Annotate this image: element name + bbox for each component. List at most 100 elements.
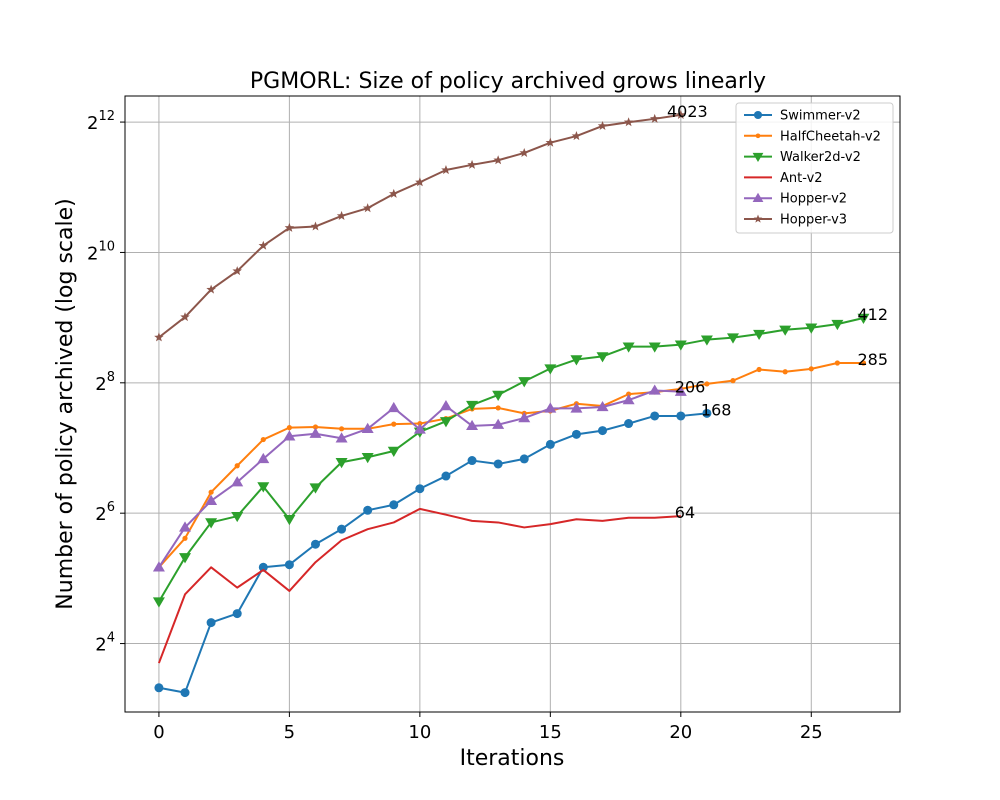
data-point xyxy=(493,155,503,165)
data-point xyxy=(234,463,240,469)
data-point xyxy=(152,597,165,608)
y-tick-exponent: 4 xyxy=(107,631,115,646)
data-point xyxy=(389,500,399,510)
y-tick-base: 2 xyxy=(95,374,106,395)
end-label-walker2d-v2: 412 xyxy=(857,305,888,324)
data-point xyxy=(363,505,373,515)
data-point xyxy=(182,535,188,541)
y-tick-label: 26 xyxy=(95,500,115,525)
legend-item-walker2d-v2: Walker2d-v2 xyxy=(744,150,861,165)
data-point xyxy=(283,515,296,526)
data-point xyxy=(519,147,529,157)
data-point xyxy=(676,411,686,421)
y-tick-base: 2 xyxy=(87,113,98,134)
data-point xyxy=(180,312,190,322)
data-point xyxy=(180,688,190,698)
data-point xyxy=(466,419,479,431)
legend-label: Hopper-v2 xyxy=(780,192,847,207)
data-point xyxy=(544,402,557,413)
data-point xyxy=(674,385,687,396)
data-point xyxy=(231,476,244,487)
data-point xyxy=(519,454,529,464)
legend-marker xyxy=(755,133,761,139)
data-point xyxy=(179,553,192,564)
legend-label: Ant-v2 xyxy=(780,171,823,186)
data-point xyxy=(310,539,320,549)
data-point xyxy=(338,426,345,432)
legend-item-hopper-v2: Hopper-v2 xyxy=(744,192,847,207)
data-point xyxy=(857,313,870,324)
y-tick-label: 24 xyxy=(95,631,115,656)
y-tick-label: 28 xyxy=(95,370,115,395)
data-point xyxy=(284,222,295,232)
series-line-halfcheetah-v2 xyxy=(158,362,864,568)
data-point xyxy=(387,446,400,457)
series-lines xyxy=(152,109,870,698)
data-point xyxy=(700,335,713,346)
data-point xyxy=(782,369,788,375)
end-label-hopper-v2: 206 xyxy=(675,377,706,396)
data-point xyxy=(154,332,164,342)
data-point xyxy=(260,436,266,443)
y-axis-label: Number of policy archived (log scale) xyxy=(53,198,78,609)
data-point xyxy=(258,240,269,250)
data-point xyxy=(495,405,501,411)
legend-item-halfcheetah-v2: HalfCheetah-v2 xyxy=(744,129,881,144)
data-point xyxy=(439,417,452,428)
data-point xyxy=(466,400,479,412)
data-point xyxy=(413,423,426,434)
plot-frame xyxy=(124,95,901,713)
data-point xyxy=(231,511,244,523)
legend-marker xyxy=(752,152,764,162)
legend-label: HalfCheetah-v2 xyxy=(780,129,881,144)
data-point xyxy=(492,390,505,401)
data-point xyxy=(545,439,555,449)
y-tick-base: 2 xyxy=(87,243,98,264)
data-point xyxy=(570,355,583,366)
data-point xyxy=(154,683,164,693)
data-point xyxy=(258,562,268,572)
data-point xyxy=(648,384,661,395)
data-point xyxy=(208,489,214,495)
data-point xyxy=(257,452,270,464)
data-point xyxy=(283,430,296,441)
series-line-walker2d-v2 xyxy=(158,317,864,603)
series-line-swimmer-v2 xyxy=(158,412,707,694)
y-tick-label: 212 xyxy=(87,109,115,134)
data-point xyxy=(805,323,818,334)
data-point xyxy=(622,394,635,405)
data-point xyxy=(232,609,242,619)
legend-box xyxy=(735,102,894,234)
data-point xyxy=(834,360,840,366)
series-hopper-v3 xyxy=(154,109,686,342)
data-point xyxy=(389,188,399,198)
y-tick-exponent: 6 xyxy=(107,500,115,515)
data-point xyxy=(179,521,192,532)
data-point xyxy=(676,109,686,119)
data-point xyxy=(570,402,583,413)
x-tick-label: 5 xyxy=(284,722,295,743)
data-point xyxy=(831,319,844,331)
data-point xyxy=(312,424,319,430)
data-point xyxy=(674,340,687,351)
data-point xyxy=(391,421,397,427)
data-point xyxy=(439,400,452,411)
legend-marker xyxy=(753,214,763,223)
data-point xyxy=(622,342,635,353)
data-point xyxy=(286,425,292,431)
legend-label: Walker2d-v2 xyxy=(780,150,861,165)
data-point xyxy=(362,203,373,213)
legend-item-ant-v2: Ant-v2 xyxy=(744,171,823,186)
data-point xyxy=(598,426,608,436)
data-point xyxy=(779,325,792,336)
data-point xyxy=(441,165,451,175)
data-point xyxy=(232,266,242,276)
x-tick-label: 20 xyxy=(669,722,692,743)
data-point xyxy=(336,210,347,220)
data-point xyxy=(387,401,400,413)
series-walker2d-v2 xyxy=(152,313,870,608)
data-point xyxy=(492,418,505,429)
data-point xyxy=(571,131,582,141)
data-point xyxy=(650,411,660,421)
